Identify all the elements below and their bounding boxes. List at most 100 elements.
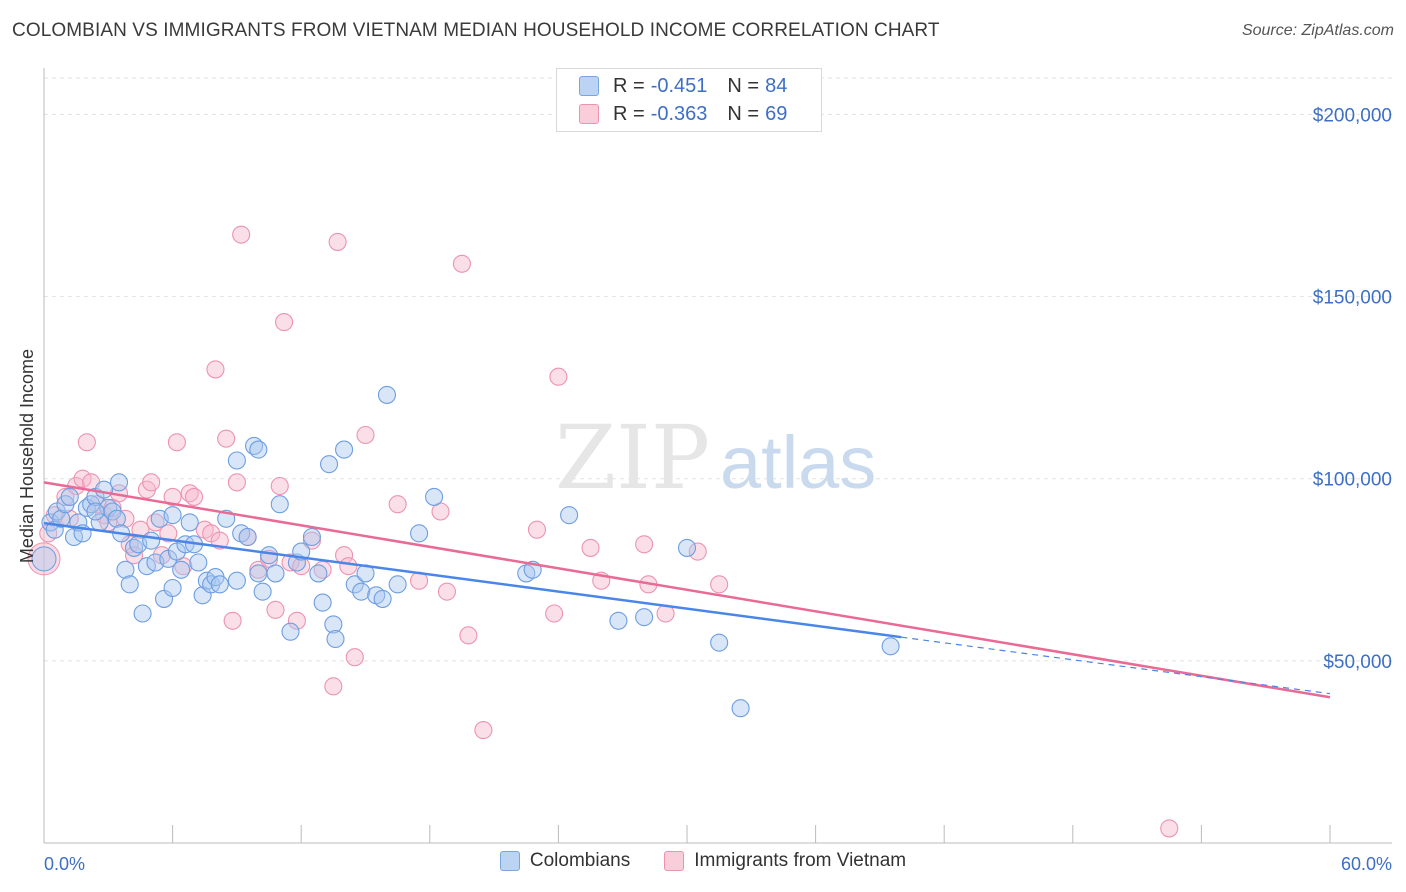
point-colombians	[52, 509, 71, 528]
point-colombians	[731, 699, 750, 718]
y-tick-label: $100,000	[1313, 470, 1392, 491]
point-colombians	[107, 509, 126, 528]
point-vietnam	[545, 604, 564, 623]
point-vietnam	[232, 225, 251, 244]
point-vietnam	[206, 360, 225, 379]
point-vietnam	[223, 611, 242, 630]
y-tick-label: $200,000	[1313, 105, 1392, 126]
point-colombians	[302, 527, 321, 547]
point-colombians	[266, 564, 285, 583]
y-tick-label: $150,000	[1313, 288, 1392, 309]
point-colombians	[677, 538, 697, 557]
point-colombians	[560, 506, 579, 525]
series-legend: Colombians Immigrants from Vietnam	[0, 850, 1406, 872]
point-colombians	[86, 502, 105, 521]
point-colombians	[373, 589, 392, 608]
point-colombians	[410, 524, 429, 543]
series-vietnam-points	[27, 225, 1179, 838]
point-vietnam	[459, 626, 478, 645]
point-vietnam	[142, 473, 161, 492]
trend-line-colombians	[43, 521, 902, 639]
point-vietnam	[217, 429, 236, 448]
point-colombians	[270, 495, 289, 514]
chart-title: COLOMBIAN VS IMMIGRANTS FROM VIETNAM MED…	[12, 20, 940, 41]
point-colombians	[227, 451, 246, 470]
point-colombians	[163, 578, 182, 598]
x-tick-label: 0.0%	[44, 854, 85, 874]
point-vietnam	[266, 600, 285, 619]
point-colombians	[189, 553, 208, 572]
axes	[43, 68, 1392, 844]
point-colombians	[249, 564, 268, 583]
point-colombians	[281, 622, 300, 641]
legend-r-label: R =	[613, 102, 645, 125]
legend-r-label: R =	[613, 74, 645, 97]
point-vietnam	[549, 367, 568, 386]
point-colombians	[180, 513, 199, 532]
point-vietnam	[167, 433, 186, 452]
point-vietnam	[1160, 819, 1179, 838]
point-vietnam	[437, 582, 456, 601]
legend-n-label: N =	[727, 74, 760, 97]
point-colombians	[133, 604, 152, 623]
point-colombians	[109, 473, 129, 492]
trend-line-colombians-extension	[901, 636, 1331, 695]
point-colombians	[116, 560, 135, 579]
point-colombians	[324, 615, 343, 634]
legend-swatch-colombians	[499, 851, 520, 871]
point-vietnam	[452, 254, 472, 273]
legend-n-label: N =	[727, 102, 760, 125]
point-colombians	[710, 633, 729, 652]
trend-lines	[43, 481, 1331, 699]
point-vietnam	[184, 487, 204, 506]
point-colombians	[609, 611, 628, 630]
point-colombians	[142, 531, 161, 550]
point-vietnam	[281, 553, 300, 572]
point-colombians	[881, 637, 900, 656]
point-vietnam	[635, 535, 654, 554]
legend-swatch-colombians	[579, 76, 599, 96]
point-vietnam	[163, 487, 182, 506]
point-colombians	[388, 575, 407, 594]
point-vietnam	[27, 542, 61, 576]
legend-row-vietnam: R = -0.363 N = 69	[579, 101, 787, 127]
point-vietnam	[345, 648, 364, 667]
point-vietnam	[275, 313, 294, 332]
point-colombians	[31, 546, 57, 572]
point-colombians	[309, 564, 328, 583]
legend-row-colombians: R = -0.451 N = 84	[579, 73, 787, 99]
point-colombians	[635, 608, 654, 627]
point-vietnam	[77, 433, 96, 452]
legend-n-value: 84	[765, 74, 788, 97]
point-colombians	[253, 582, 272, 601]
watermark: ZIP atlas	[555, 406, 876, 509]
point-vietnam	[270, 476, 289, 496]
point-vietnam	[56, 487, 75, 506]
y-axis-label: Median Household Income	[17, 349, 37, 563]
point-colombians	[94, 480, 114, 499]
source-note: Source: ZipAtlas.com	[1241, 22, 1394, 39]
point-vietnam	[339, 557, 358, 576]
legend-n-value: 69	[765, 102, 788, 125]
point-vietnam	[324, 677, 343, 696]
point-colombians	[60, 487, 79, 506]
point-colombians	[172, 560, 191, 579]
grid-lines	[44, 77, 1392, 662]
point-vietnam	[328, 232, 347, 251]
series-colombians-points	[31, 385, 900, 718]
point-colombians	[425, 487, 444, 506]
watermark-zip: ZIP	[555, 406, 710, 509]
point-vietnam	[710, 575, 729, 594]
point-colombians	[313, 593, 332, 612]
tick-labels: $50,000 $100,000 $150,000 $200,000 0.0% 60.0%	[44, 105, 1392, 874]
point-vietnam	[287, 611, 306, 630]
point-vietnam	[159, 524, 178, 543]
trend-line-vietnam	[43, 481, 1331, 699]
legend-r-value: -0.363	[650, 102, 708, 125]
point-colombians	[335, 440, 354, 459]
point-colombians	[377, 385, 396, 404]
point-vietnam	[124, 546, 144, 565]
point-vietnam	[227, 473, 246, 492]
point-colombians	[210, 575, 229, 594]
